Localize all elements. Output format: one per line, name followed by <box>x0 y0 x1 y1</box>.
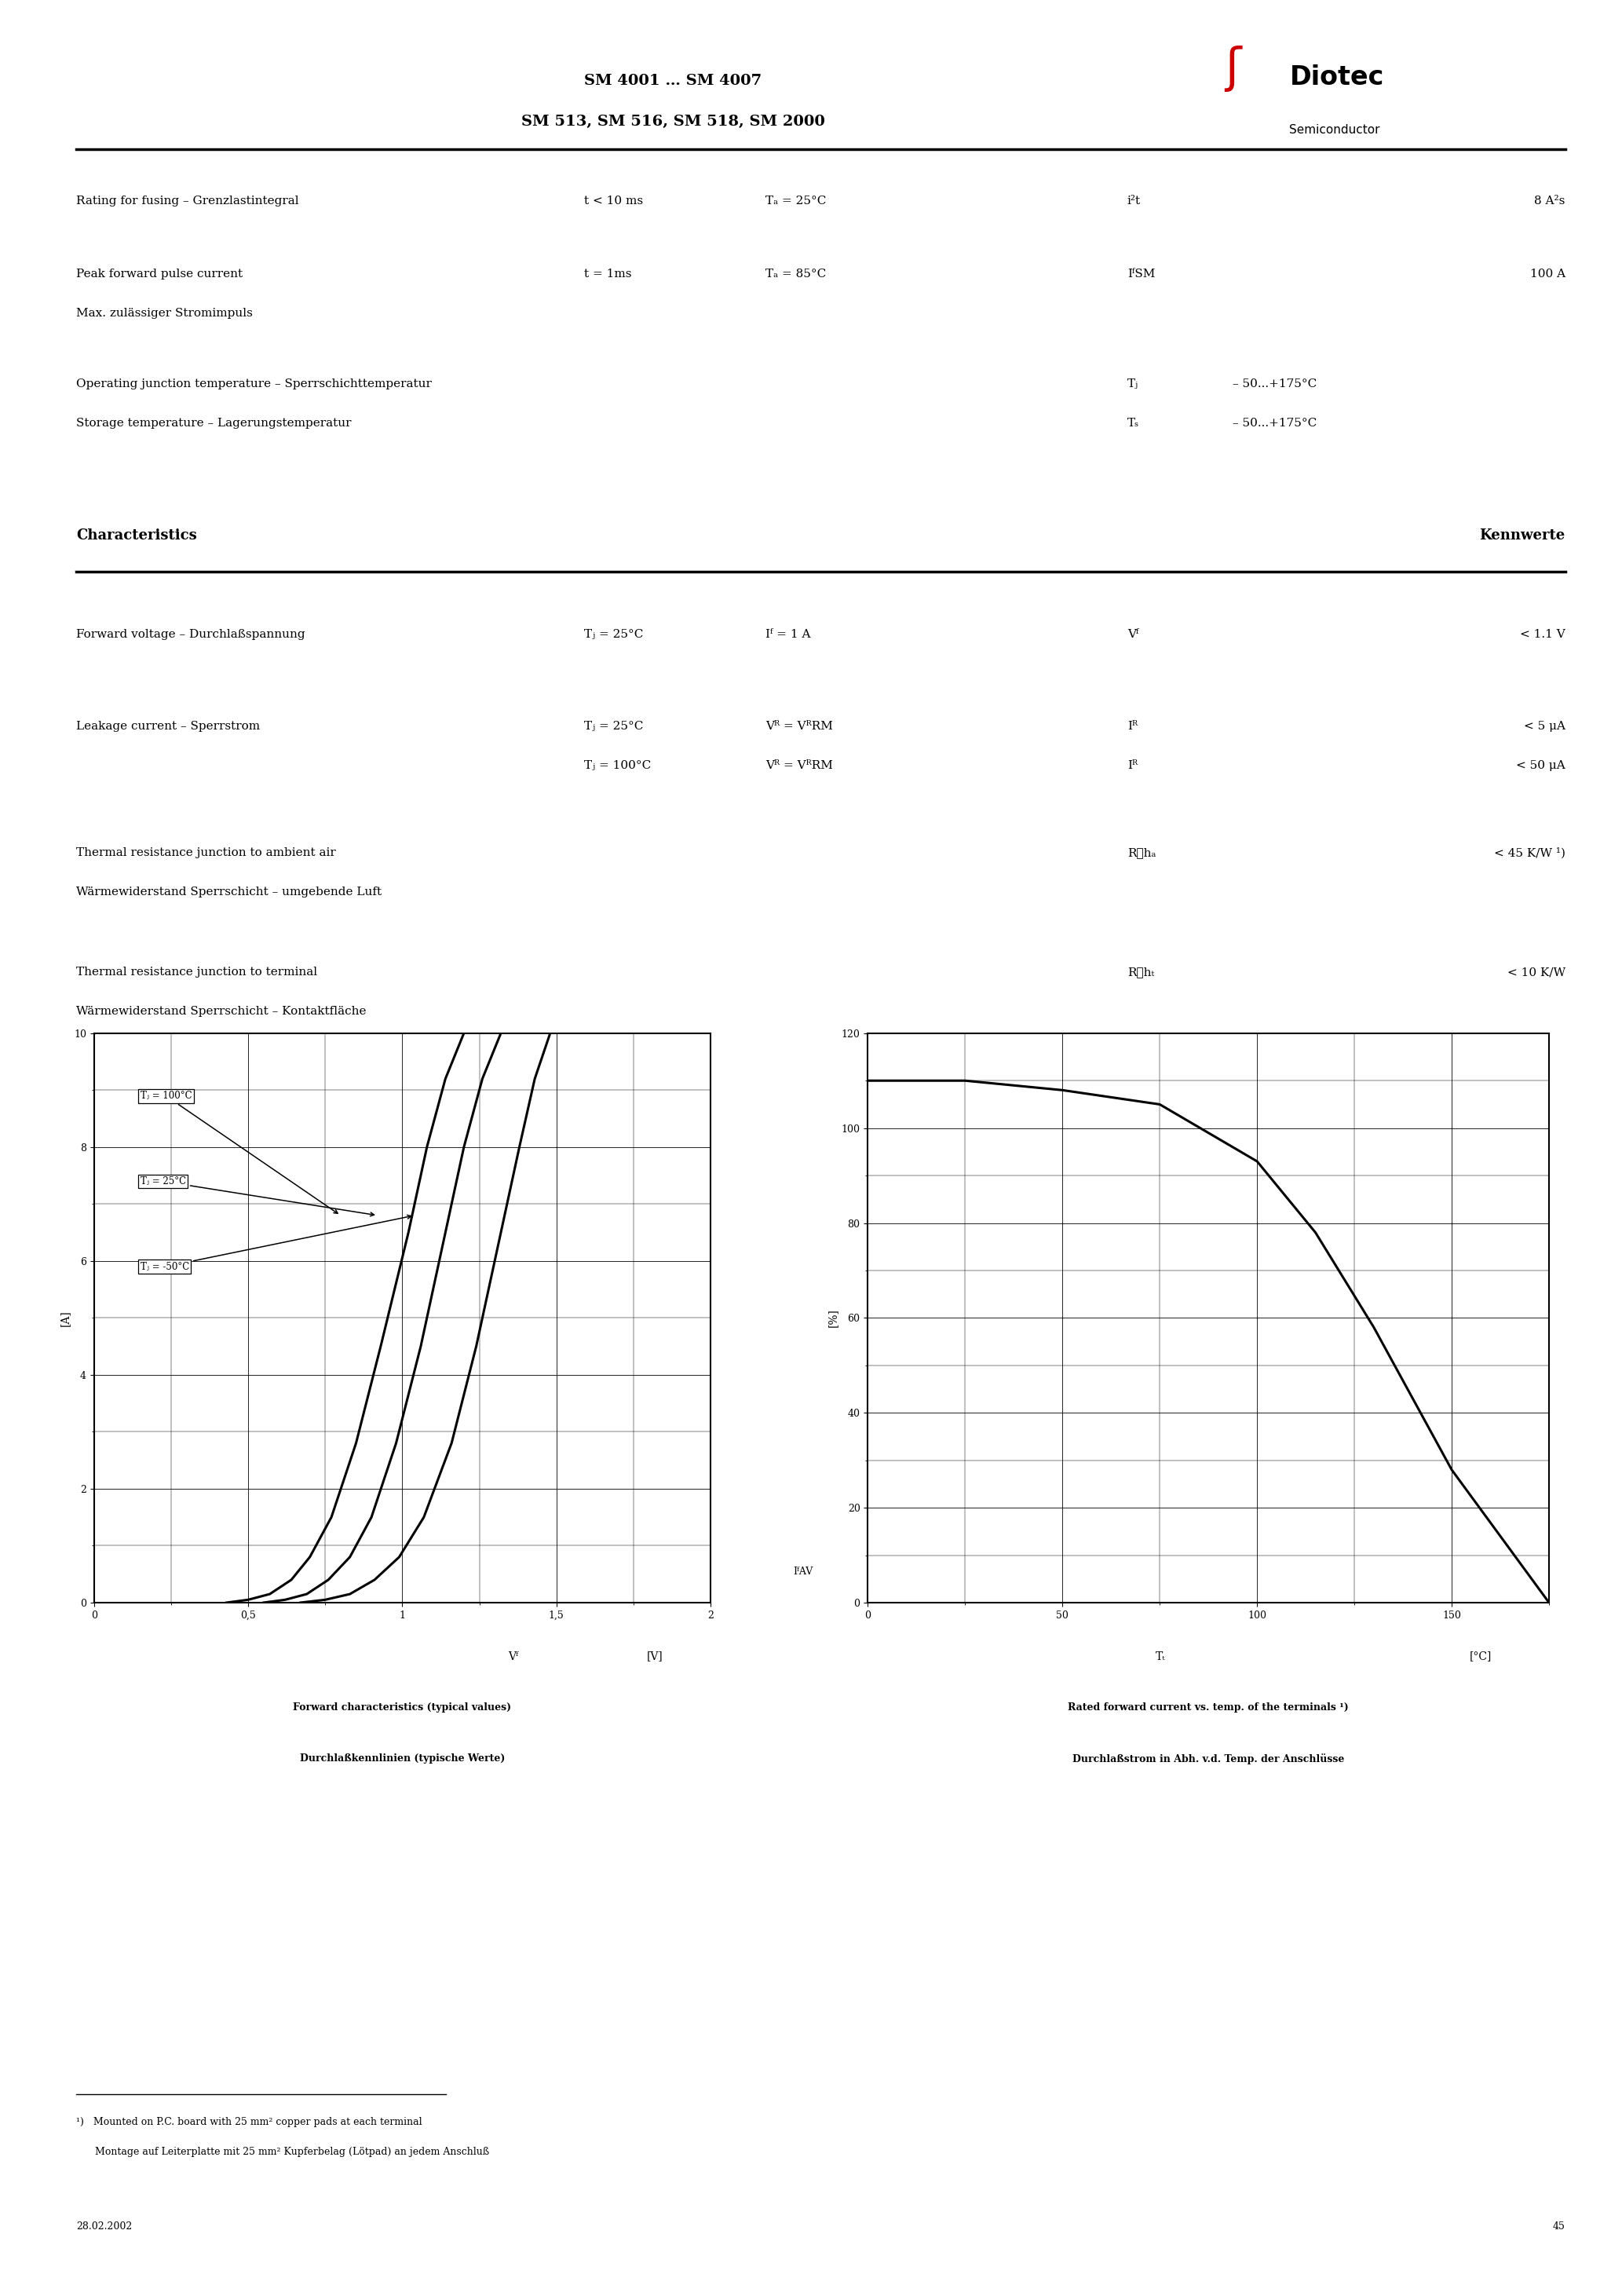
Text: [°C]: [°C] <box>1470 1651 1492 1662</box>
Text: < 10 K/W: < 10 K/W <box>1507 967 1565 978</box>
Text: t = 1ms: t = 1ms <box>584 269 631 280</box>
Text: 8 A²s: 8 A²s <box>1534 195 1565 207</box>
Text: Iᶠ = 1 A: Iᶠ = 1 A <box>766 629 811 641</box>
Text: Tⱼ = 25°C: Tⱼ = 25°C <box>141 1176 375 1217</box>
Text: Semiconductor: Semiconductor <box>1289 124 1380 135</box>
Text: Tₐ = 85°C: Tₐ = 85°C <box>766 269 826 280</box>
Text: SM 4001 … SM 4007: SM 4001 … SM 4007 <box>584 73 762 87</box>
Text: Vᴿ = VᴿRM: Vᴿ = VᴿRM <box>766 760 834 771</box>
Text: Vᴿ = VᴿRM: Vᴿ = VᴿRM <box>766 721 834 732</box>
Text: Tₜ: Tₜ <box>1156 1651 1166 1662</box>
Text: SM 513, SM 516, SM 518, SM 2000: SM 513, SM 516, SM 518, SM 2000 <box>521 115 826 129</box>
Text: Forward voltage – Durchlaßspannung: Forward voltage – Durchlaßspannung <box>76 629 305 641</box>
Text: Kennwerte: Kennwerte <box>1479 528 1565 542</box>
Text: Tⱼ = 25°C: Tⱼ = 25°C <box>584 629 642 641</box>
Text: t < 10 ms: t < 10 ms <box>584 195 642 207</box>
Text: 45: 45 <box>1552 2223 1565 2232</box>
Text: < 1.1 V: < 1.1 V <box>1520 629 1565 641</box>
Text: Tₛ: Tₛ <box>1127 418 1139 429</box>
Text: Leakage current – Sperrstrom: Leakage current – Sperrstrom <box>76 721 260 732</box>
Text: Peak forward pulse current: Peak forward pulse current <box>76 269 243 280</box>
Text: Diotec: Diotec <box>1289 64 1384 90</box>
Text: Max. zulässiger Stromimpuls: Max. zulässiger Stromimpuls <box>76 308 253 319</box>
Text: R₝hₜ: R₝hₜ <box>1127 967 1155 978</box>
Text: Thermal resistance junction to terminal: Thermal resistance junction to terminal <box>76 967 318 978</box>
Text: Tⱼ = 25°C: Tⱼ = 25°C <box>584 721 642 732</box>
Text: Rating for fusing – Grenzlastintegral: Rating for fusing – Grenzlastintegral <box>76 195 298 207</box>
Text: < 50 μA: < 50 μA <box>1517 760 1565 771</box>
Text: Montage auf Leiterplatte mit 25 mm² Kupferbelag (Lötpad) an jedem Anschluß: Montage auf Leiterplatte mit 25 mm² Kupf… <box>76 2147 490 2156</box>
Text: IᶠAV: IᶠAV <box>793 1566 813 1577</box>
Text: Durchlaßkennlinien (typische Werte): Durchlaßkennlinien (typische Werte) <box>300 1754 504 1763</box>
Text: 100 A: 100 A <box>1530 269 1565 280</box>
Text: Operating junction temperature – Sperrschichttemperatur: Operating junction temperature – Sperrsc… <box>76 379 431 390</box>
Text: Iᴿ: Iᴿ <box>1127 721 1137 732</box>
Text: Storage temperature – Lagerungstemperatur: Storage temperature – Lagerungstemperatu… <box>76 418 352 429</box>
Text: Thermal resistance junction to ambient air: Thermal resistance junction to ambient a… <box>76 847 336 859</box>
Text: Vᶠ: Vᶠ <box>508 1651 519 1662</box>
Text: IᶠSM: IᶠSM <box>1127 269 1155 280</box>
Text: Rated forward current vs. temp. of the terminals ¹): Rated forward current vs. temp. of the t… <box>1067 1701 1350 1713</box>
Text: Forward characteristics (typical values): Forward characteristics (typical values) <box>294 1701 511 1713</box>
Text: Durchlaßstrom in Abh. v.d. Temp. der Anschlüsse: Durchlaßstrom in Abh. v.d. Temp. der Ans… <box>1072 1754 1345 1763</box>
Text: ¹)   Mounted on P.C. board with 25 mm² copper pads at each terminal: ¹) Mounted on P.C. board with 25 mm² cop… <box>76 2117 422 2126</box>
Text: – 50...+175°C: – 50...+175°C <box>1233 379 1317 390</box>
Text: [V]: [V] <box>647 1651 663 1662</box>
Text: < 45 K/W ¹): < 45 K/W ¹) <box>1494 847 1565 859</box>
Text: Tⱼ = 100°C: Tⱼ = 100°C <box>141 1091 337 1212</box>
Text: < 5 μA: < 5 μA <box>1523 721 1565 732</box>
Text: Characteristics: Characteristics <box>76 528 196 542</box>
Text: – 50...+175°C: – 50...+175°C <box>1233 418 1317 429</box>
Text: 28.02.2002: 28.02.2002 <box>76 2223 131 2232</box>
Text: Tⱼ = -50°C: Tⱼ = -50°C <box>141 1215 410 1272</box>
Text: Tⱼ = 100°C: Tⱼ = 100°C <box>584 760 650 771</box>
Text: Iᴿ: Iᴿ <box>1127 760 1137 771</box>
Text: Wärmewiderstand Sperrschicht – umgebende Luft: Wärmewiderstand Sperrschicht – umgebende… <box>76 886 381 898</box>
Text: Tₐ = 25°C: Tₐ = 25°C <box>766 195 826 207</box>
Y-axis label: [%]: [%] <box>827 1309 839 1327</box>
Text: R₝hₐ: R₝hₐ <box>1127 847 1156 859</box>
Text: i²t: i²t <box>1127 195 1140 207</box>
Text: Tⱼ: Tⱼ <box>1127 379 1139 390</box>
Text: Wärmewiderstand Sperrschicht – Kontaktfläche: Wärmewiderstand Sperrschicht – Kontaktfl… <box>76 1006 367 1017</box>
Text: Vᶠ: Vᶠ <box>1127 629 1139 641</box>
Text: ʃ: ʃ <box>1225 46 1241 92</box>
Y-axis label: [A]: [A] <box>60 1309 71 1327</box>
